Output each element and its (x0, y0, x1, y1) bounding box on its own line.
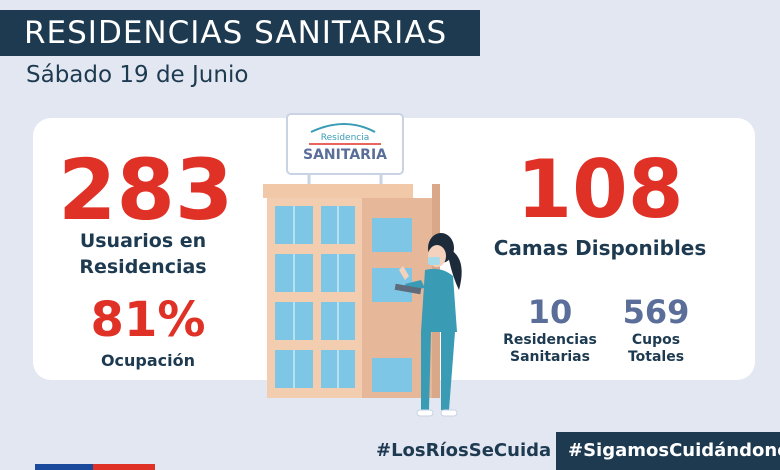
date-subtitle: Sábado 19 de Junio (26, 62, 249, 88)
residencias-label-line1: Residencias (503, 332, 597, 348)
cupos-label-line1: Cupos (631, 332, 681, 348)
cupos-label-line2: Totales (627, 349, 685, 365)
nurse-illustration (394, 233, 462, 417)
camas-label: Camas Disponibles (493, 236, 707, 260)
usuarios-number: 283 (58, 141, 234, 239)
ocupacion-number: 81% (90, 292, 206, 348)
usuarios-label-line2: Residencias (79, 256, 207, 278)
hashtag-sigamos: #SigamosCuidándonos (556, 432, 780, 470)
camas-number: 108 (516, 143, 684, 236)
residencias-label-line2: Sanitarias (510, 349, 590, 365)
ocupacion-label: Ocupación (100, 351, 196, 370)
page-title: RESIDENCIAS SANITARIAS (0, 10, 480, 56)
hashtag-los-rios: #LosRíosSeCuida (376, 440, 552, 461)
flag-stripe-red (93, 464, 155, 470)
residencias-number: 10 (527, 293, 573, 331)
sign-top-text: Residencia (321, 133, 370, 143)
flag-stripe-blue (35, 464, 93, 470)
sign-bottom-text: SANITARIA (303, 147, 387, 163)
building-illustration: Residencia SANITARIA (263, 113, 462, 417)
usuarios-label-line1: Usuarios en (79, 230, 207, 252)
cupos-number: 569 (622, 293, 690, 331)
